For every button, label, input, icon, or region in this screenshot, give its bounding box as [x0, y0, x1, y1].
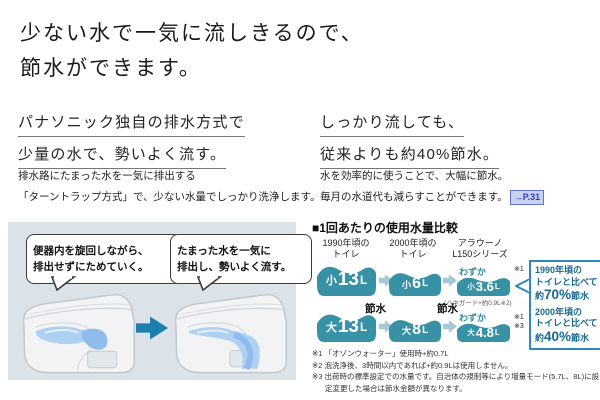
bubble-before-tail — [50, 276, 77, 292]
usage-small-1990: 小 13 L — [317, 264, 376, 296]
tiny-amount-label: わずか — [459, 267, 487, 277]
reduction-arrow-icon — [443, 274, 457, 287]
footnote-1: ※1 「オゾンウォーター」使用時+約0.7L — [312, 349, 449, 358]
left-body-line1: 排水路にたまった水を一気に排出する — [18, 170, 196, 182]
flush-diagram-panel: 便器内を旋回しながら、 排出せずにためていく。 たまった水を一気に 排出し、勢い… — [8, 222, 312, 380]
footnote-mark-3: ※3 — [514, 323, 524, 330]
footnote-mark-1: ※1 — [514, 266, 524, 273]
page-title-line2: 節水ができます。 — [20, 57, 202, 80]
left-subheading: パナソニック独自の排水方式で 少量の水で、勢いよく流す。 — [18, 111, 245, 175]
haneguard-note: (ハネガード+約0.9L※2) — [444, 300, 512, 307]
footnote-3: ※3 出荷時の標準設定での水量です。自治体の規制等により増量モード(5.7L、8… — [312, 372, 600, 393]
bubble-after-line2: 排出し、勢いよく流す。 — [177, 261, 292, 273]
reduction-arrow-icon — [443, 320, 457, 333]
speech-bubble-after: たまった水を一気に 排出し、勢いよく流す。 — [170, 234, 312, 284]
column-header-1990: 1990年頃の トイレ — [322, 238, 370, 259]
speech-bubble-before: 便器内を旋回しながら、 排出せずにためていく。 — [26, 234, 182, 284]
callout-2000-value: 約40%節水 — [535, 328, 590, 344]
footnote-2: ※2 泡洗浄後、3時間以内であれば+約0.9Lは使用しません。 — [312, 360, 513, 370]
footnote-mark-1: ※1 — [514, 314, 524, 321]
page-title-line1: 少ない水で一気に流しきるので、 — [20, 22, 364, 45]
left-body-text: 排水路にたまった水を一気に排出する 「ターントラップ方式」で、少ない水量でしっか… — [18, 166, 321, 208]
left-subheading-line1: パナソニック独自の排水方式で — [18, 111, 245, 137]
footnotes: ※1 「オゾンウォーター」使用時+約0.7L ※2 泡洗浄後、3時間以内であれば… — [312, 348, 600, 394]
page-title: 少ない水で一気に流しきるので、 節水ができます。 — [20, 16, 364, 86]
flush-step-arrow-icon — [136, 316, 168, 340]
right-body-line2: 毎月の水道代も減らすことができます。 →P.31 — [320, 187, 545, 208]
toilet-storing-illustration — [22, 293, 135, 374]
bubble-before-line1: 便器内を旋回しながら、 — [33, 245, 149, 257]
usage-large-l150: 大 4.8 L — [457, 322, 510, 342]
comparison-title: ■1回あたりの使用水量比較 — [312, 221, 458, 235]
usage-small-l150: 小 3.6 L — [457, 276, 510, 296]
bubble-before-line2: 排出せずにためていく。 — [33, 261, 149, 273]
right-subheading: しっかり流しても、 従来よりも約40%節水。 — [320, 111, 500, 175]
right-body-line2-text: 毎月の水道代も減らすことができます。 — [320, 191, 508, 203]
bubble-after-line1: たまった水を一気に — [177, 245, 271, 257]
water-saving-label: 節水 — [437, 303, 458, 315]
water-saving-label: 節水 — [365, 303, 386, 315]
toilet-flushing-illustration — [174, 293, 287, 374]
left-body-line2: 「ターントラップ方式」で、少ない水量でしっかり洗浄します。 — [18, 191, 321, 203]
right-body-text: 水を効率的に使うことで、大幅に節水。 毎月の水道代も減らすことができます。 →P.… — [320, 166, 545, 208]
tiny-amount-label: わずか — [459, 313, 487, 323]
column-header-l150: アラウーノ L150シリーズ — [452, 238, 508, 259]
left-subheading-line2: 少量の水で、勢いよく流す。 — [18, 143, 227, 169]
page-reference-link[interactable]: →P.31 — [509, 190, 545, 205]
right-body-line1: 水を効率的に使うことで、大幅に節水。 — [320, 170, 509, 182]
usage-large-1990: 大 13 L — [317, 312, 376, 342]
column-header-2000: 2000年頃の トイレ — [389, 238, 437, 259]
bubble-after-tail — [196, 276, 223, 292]
callout-2000-line1: 2000年頃の — [535, 306, 583, 317]
right-subheading-line2: 従来よりも約40%節水。 — [320, 143, 500, 169]
callout-1990-line2: トイレと比べて — [535, 276, 598, 287]
savings-callout: 1990年頃の トイレと比べて 約70%節水 2000年頃の トイレと比べて 約… — [529, 260, 600, 350]
callout-2000-line2: トイレと比べて — [535, 318, 598, 328]
right-subheading-line1: しっかり流しても、 — [320, 111, 465, 137]
callout-1990-line1: 1990年頃の — [535, 265, 583, 275]
callout-1990-value: 約70%節水 — [535, 287, 590, 302]
